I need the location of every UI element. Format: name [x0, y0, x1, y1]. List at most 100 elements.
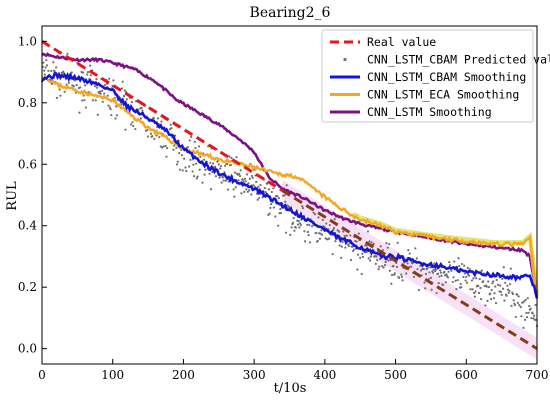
predicted-point	[343, 234, 346, 238]
predicted-point	[164, 144, 167, 148]
predicted-point	[497, 283, 500, 286]
predicted-point	[193, 140, 196, 143]
series-line-real-value-overlap	[281, 189, 538, 350]
predicted-point	[457, 257, 460, 260]
predicted-point	[248, 189, 251, 192]
predicted-point	[241, 178, 244, 182]
predicted-point	[377, 268, 380, 271]
predicted-point	[55, 96, 58, 99]
x-axis-ticks: 0 100 200 300 400 500 600 700	[38, 359, 548, 382]
predicted-point	[474, 290, 477, 293]
predicted-point	[356, 253, 360, 256]
predicted-point	[494, 301, 498, 305]
predicted-point	[388, 242, 391, 246]
predicted-point	[202, 158, 206, 161]
x-tick-label: 200	[172, 368, 195, 382]
predicted-point	[130, 123, 133, 126]
predicted-point	[410, 265, 413, 268]
predicted-point	[196, 175, 199, 178]
predicted-point	[507, 291, 510, 295]
pink-band-group	[282, 179, 537, 360]
predicted-point	[222, 179, 225, 182]
predicted-point	[336, 229, 339, 232]
predicted-point	[424, 287, 427, 290]
predicted-point	[109, 108, 112, 111]
predicted-point	[355, 240, 358, 243]
predicted-point	[108, 77, 111, 80]
predicted-point	[70, 71, 73, 74]
predicted-point	[257, 196, 261, 200]
predicted-point	[406, 262, 409, 265]
predicted-point	[45, 64, 49, 67]
legend-swatch	[343, 57, 347, 62]
pink-band	[282, 179, 537, 360]
predicted-point	[293, 229, 296, 232]
predicted-point	[532, 317, 535, 320]
predicted-point	[103, 92, 106, 95]
predicted-point	[186, 146, 189, 149]
predicted-point	[466, 266, 469, 269]
predicted-point	[441, 283, 445, 286]
plot-area	[40, 40, 540, 360]
predicted-point	[308, 223, 311, 227]
predicted-point	[226, 188, 230, 191]
predicted-point	[187, 165, 191, 168]
predicted-point	[357, 232, 360, 235]
predicted-point	[523, 300, 526, 303]
predicted-point	[283, 194, 286, 197]
predicted-point	[386, 246, 389, 249]
predicted-point	[430, 288, 433, 291]
predicted-point	[277, 197, 280, 200]
predicted-point	[446, 276, 449, 279]
predicted-point	[256, 198, 259, 201]
predicted-point	[296, 223, 300, 226]
predicted-point	[340, 256, 343, 259]
predicted-point	[91, 99, 95, 102]
predicted-point	[393, 272, 396, 275]
predicted-point	[96, 113, 99, 116]
predicted-point	[191, 170, 194, 173]
predicted-point	[469, 288, 472, 291]
series-line-cnn-lstm	[41, 52, 539, 297]
predicted-point	[480, 269, 483, 272]
predicted-point	[243, 190, 246, 194]
predicted-point	[284, 200, 287, 203]
predicted-point	[308, 241, 312, 244]
predicted-point	[299, 222, 302, 225]
predicted-point	[248, 177, 251, 180]
predicted-point	[401, 279, 404, 282]
predicted-point	[86, 73, 89, 76]
predicted-point	[392, 264, 395, 268]
predicted-point	[388, 269, 392, 272]
predicted-point	[506, 284, 509, 287]
predicted-point	[332, 228, 335, 231]
predicted-point	[526, 316, 529, 319]
predicted-point	[454, 279, 457, 282]
predicted-point	[272, 187, 275, 190]
predicted-point	[513, 303, 517, 307]
predicted-point	[101, 89, 104, 92]
predicted-point	[284, 231, 288, 234]
y-tick-label: 1.0	[18, 34, 37, 48]
x-tick-label: 700	[526, 368, 549, 382]
predicted-point	[382, 266, 385, 269]
predicted-point	[475, 277, 478, 280]
predicted-point	[429, 266, 432, 269]
predicted-point	[188, 139, 191, 142]
predicted-point	[456, 278, 459, 282]
predicted-point	[217, 163, 220, 166]
predicted-point	[270, 203, 273, 206]
predicted-point	[252, 184, 255, 187]
predicted-point	[140, 106, 143, 110]
predicted-point	[320, 229, 323, 232]
legend-entry: CNN_LSTM Smoothing	[367, 105, 492, 119]
predicted-point	[480, 298, 483, 301]
predicted-point	[103, 84, 107, 87]
predicted-point	[166, 147, 169, 150]
predicted-point	[463, 272, 466, 275]
predicted-point	[500, 293, 503, 296]
y-tick-label: 0.2	[18, 280, 37, 294]
predicted-point	[257, 185, 260, 188]
predicted-point	[185, 170, 188, 173]
predicted-point	[238, 174, 242, 178]
